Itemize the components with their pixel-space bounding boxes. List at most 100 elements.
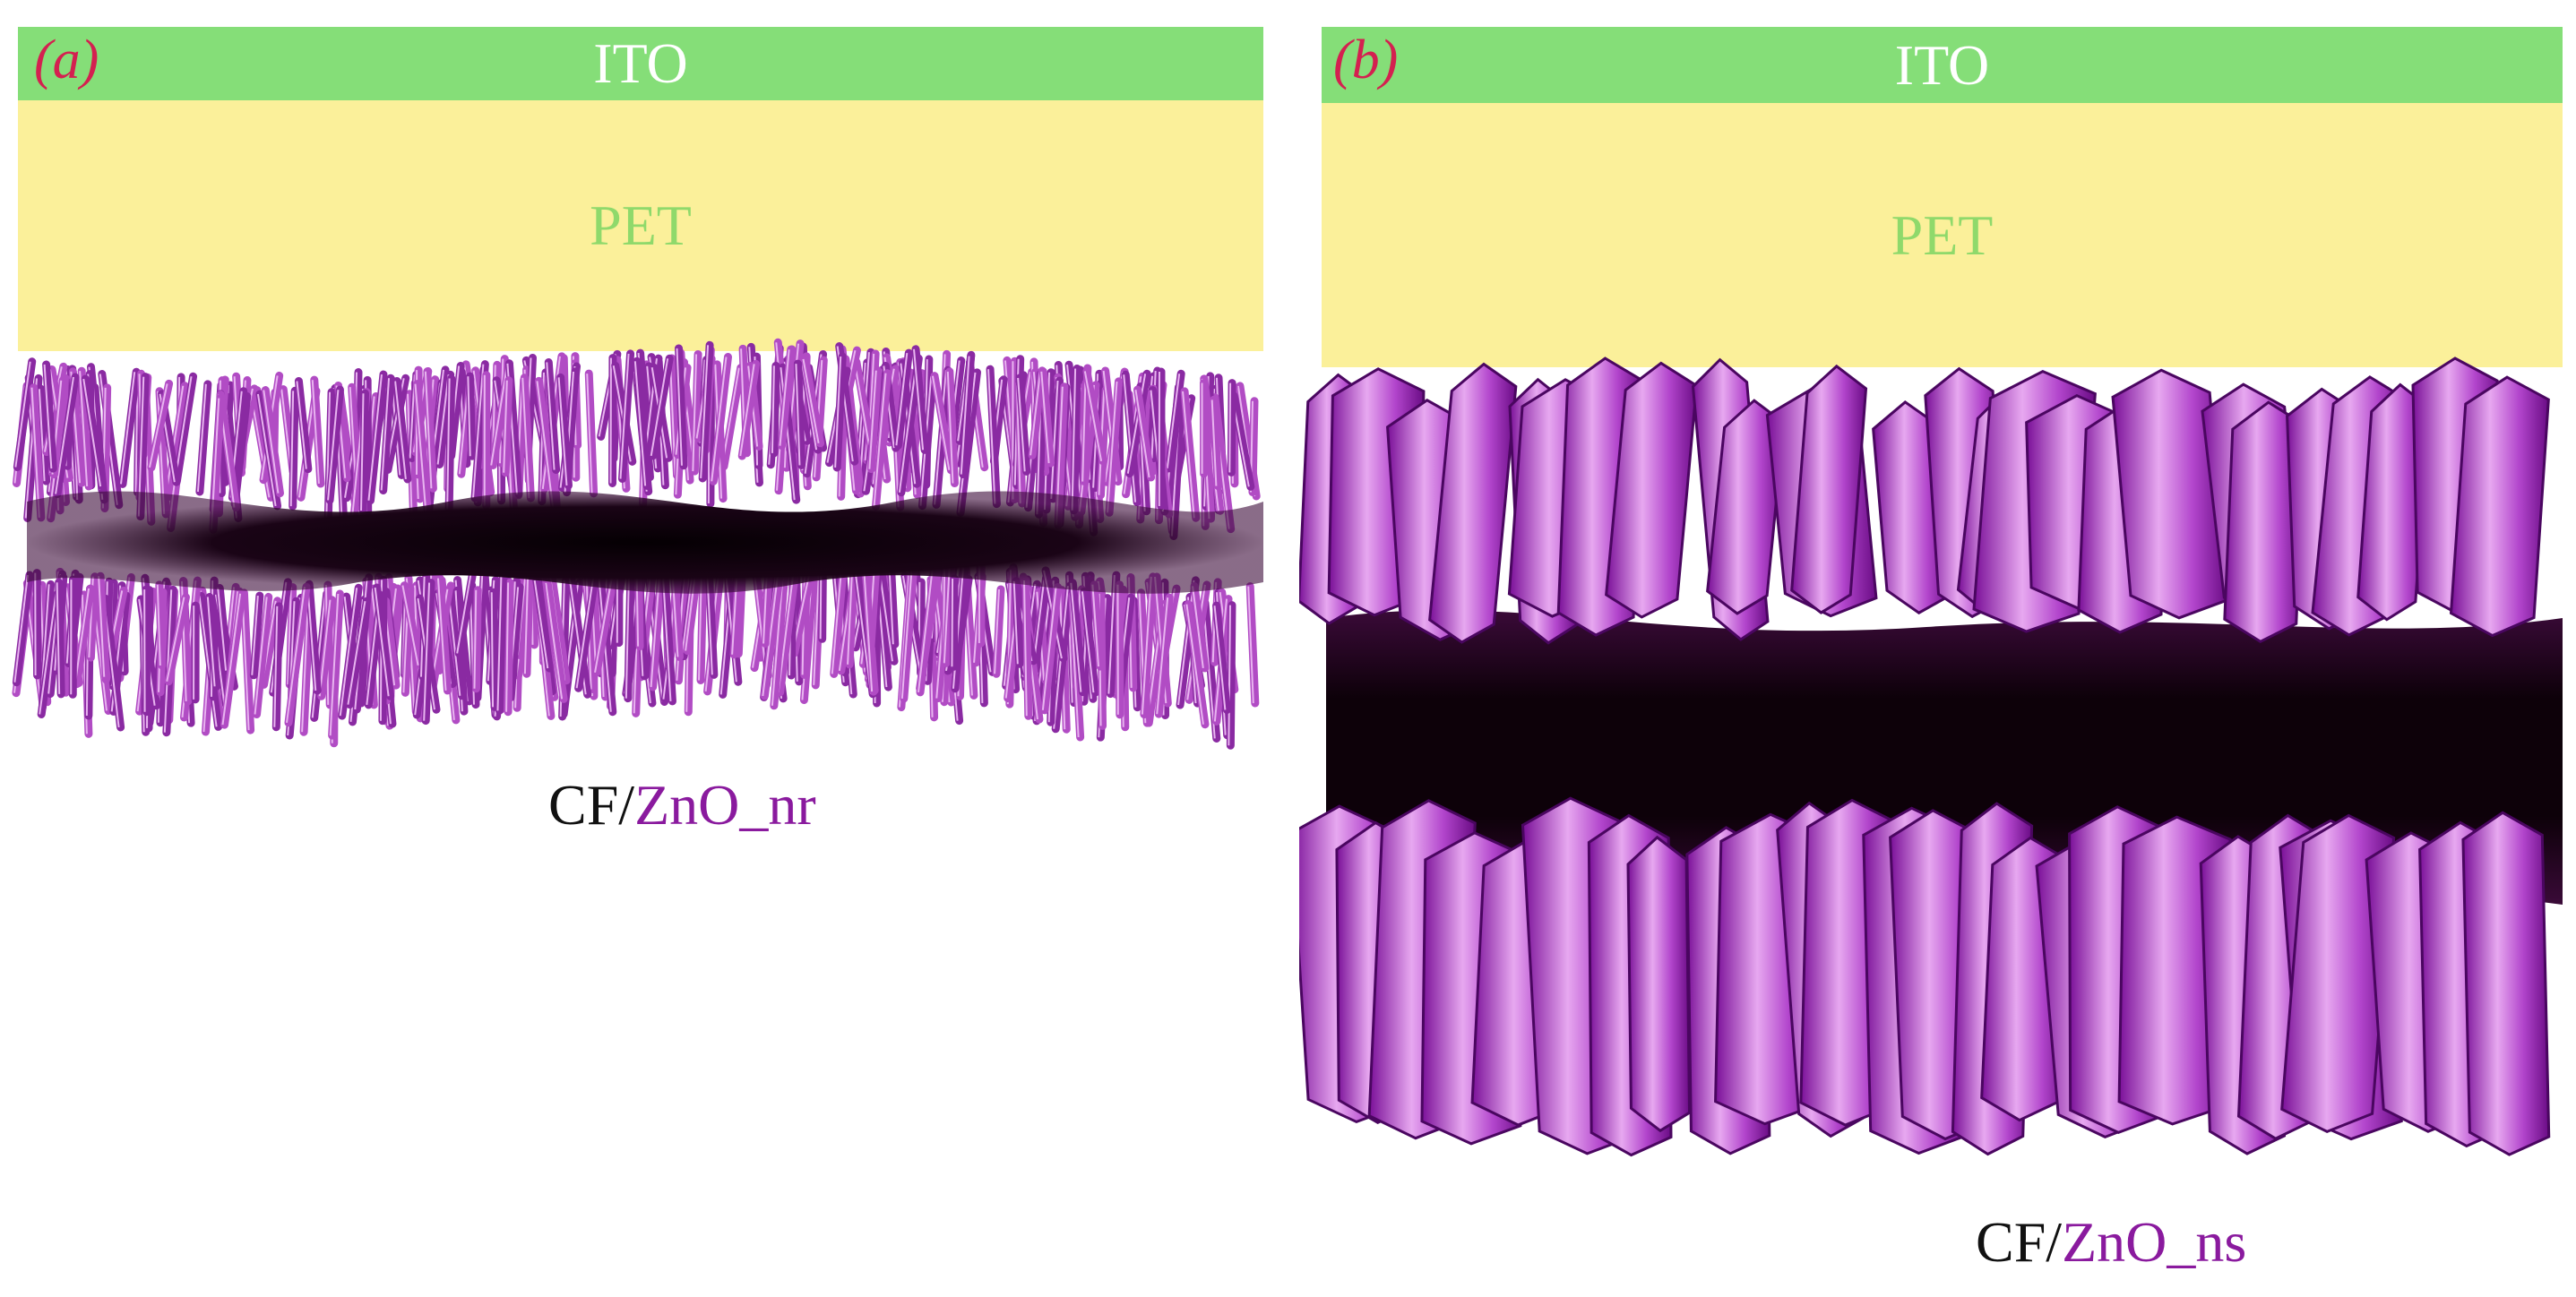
zno-nanorod — [465, 372, 477, 460]
zno-nanosheet-array — [1299, 356, 2551, 1157]
zno-nanorod-highlight — [1126, 374, 1147, 474]
zno-nanorod-highlight — [1166, 374, 1181, 468]
pet-label-a: PET — [590, 193, 692, 257]
zno-nanorod — [1015, 374, 1031, 476]
zno-nanorod-highlight — [286, 587, 306, 723]
zno-nanorod — [220, 589, 246, 729]
zno-nanorod-highlight — [852, 556, 873, 694]
zno-nanorod-highlight — [1156, 597, 1169, 715]
zno-nanorod-highlight — [166, 597, 185, 682]
zno-nanorod — [911, 345, 929, 454]
zno-nanorod — [790, 570, 815, 657]
zno-nanorod-highlight — [73, 588, 90, 684]
zno-nanorod-highlight — [625, 573, 630, 699]
zno-nanorod — [945, 367, 959, 488]
zno-nanorod-highlight — [546, 362, 556, 470]
zno-nanorod-highlight — [134, 387, 139, 493]
zno-nanorod-highlight — [918, 568, 934, 692]
zno-nanorod-highlight — [802, 358, 820, 443]
zno-nanorod — [1080, 587, 1099, 697]
zno-nanorod-highlight — [374, 587, 390, 697]
zno-nanorod-highlight — [423, 582, 431, 721]
zno-nanorod — [1140, 572, 1158, 719]
zno-nanorod-highlight — [878, 570, 893, 662]
zno-nanorod-highlight — [533, 580, 549, 669]
zno-nanorod — [1021, 576, 1033, 720]
zno-nanorod — [1154, 593, 1174, 718]
zno-nanorod — [255, 390, 282, 511]
zno-nanorod — [866, 366, 883, 474]
zno-nanorod — [249, 392, 275, 502]
paren-open-b: ( — [1333, 30, 1352, 90]
zno-nanorod-highlight — [777, 567, 796, 692]
zno-nanorod-highlight — [38, 389, 46, 482]
zno-nanorod-highlight — [273, 606, 279, 727]
letter-a: a — [52, 30, 81, 90]
zno-nanorod — [37, 384, 51, 485]
zno-nanorod-highlight — [1182, 391, 1195, 519]
zno-nanorod-highlight — [1141, 576, 1152, 715]
zno-nanorod — [690, 349, 702, 476]
zno-nanorod-highlight — [505, 582, 510, 712]
zno-nanorod-highlight — [771, 365, 775, 453]
zno-nanorod-highlight — [545, 582, 564, 700]
zno-nanorod-highlight — [39, 593, 57, 715]
zno-nanorod-highlight — [619, 353, 630, 479]
zno-nanorod — [1165, 369, 1185, 473]
zno-nanorod — [383, 374, 410, 474]
zno-nanosheet — [1605, 361, 1699, 619]
zno-nanorod-highlight — [873, 373, 887, 507]
zno-nanorod-highlight — [446, 378, 451, 510]
zno-nanorod — [1090, 580, 1105, 671]
zno-nanorod-highlight — [960, 356, 970, 475]
zno-nanorod-highlight — [296, 381, 307, 469]
zno-nanorod — [358, 389, 369, 515]
zno-nanorod-highlight — [1134, 389, 1150, 478]
pet-layer-a: PET — [18, 100, 1263, 351]
zno-nanorod-highlight — [692, 354, 698, 472]
zno-nanorod — [852, 357, 876, 455]
zno-nanorod-highlight — [575, 574, 595, 689]
zno-nanorod-highlight — [306, 584, 317, 691]
zno-nanorod-highlight — [1107, 575, 1116, 694]
zno-nanorod — [534, 376, 560, 517]
zno-nanorod — [776, 563, 800, 697]
zno-nanorod — [1229, 391, 1255, 491]
zno-nanorod — [445, 587, 466, 700]
zno-nanorod-highlight — [1081, 367, 1087, 482]
zno-nanorod — [13, 357, 37, 472]
zno-nanorod — [596, 570, 617, 717]
zno-nanorod — [101, 594, 125, 732]
zno-nanorod — [793, 359, 806, 469]
panel-a: ITO PET (a) CF/ZnO_nr — [0, 0, 1281, 1297]
zno-nanorod — [118, 367, 141, 488]
zno-nanorod-highlight — [1016, 385, 1021, 504]
zno-nanorod-highlight — [163, 589, 173, 733]
zno-nanorod-highlight — [56, 582, 61, 694]
zno-nanorod-highlight — [1123, 374, 1137, 502]
zno-nanorod-highlight — [467, 376, 471, 457]
zno-nanorod — [584, 369, 599, 498]
ito-layer-a: ITO — [18, 27, 1263, 100]
zno-nanorod — [1245, 582, 1260, 708]
zno-nanorod — [164, 593, 190, 686]
zno-nanorod — [893, 348, 913, 450]
zno-nanorod — [96, 571, 110, 682]
zno-nanorod — [163, 382, 189, 502]
zno-nanorod — [289, 386, 299, 511]
zno-nanorod — [986, 365, 1001, 509]
zno-nanorod-highlight — [739, 364, 755, 457]
zno-nanorod-highlight — [888, 563, 894, 645]
zno-nanorod-highlight — [1083, 371, 1103, 461]
zno-nanorod-highlight — [813, 566, 821, 685]
zno-nanorod-highlight — [868, 370, 877, 469]
zno-nanorod-highlight — [1069, 595, 1080, 738]
zno-nanorod — [471, 586, 482, 693]
zno-nanorod — [520, 374, 535, 502]
zno-nanorod — [271, 602, 283, 732]
zno-nanorod — [959, 352, 976, 479]
zno-nanorod — [412, 380, 434, 531]
zno-nanorod-highlight — [380, 378, 391, 491]
panel-letter-b: (b) — [1333, 29, 1398, 92]
zno-nanorod — [900, 553, 919, 703]
